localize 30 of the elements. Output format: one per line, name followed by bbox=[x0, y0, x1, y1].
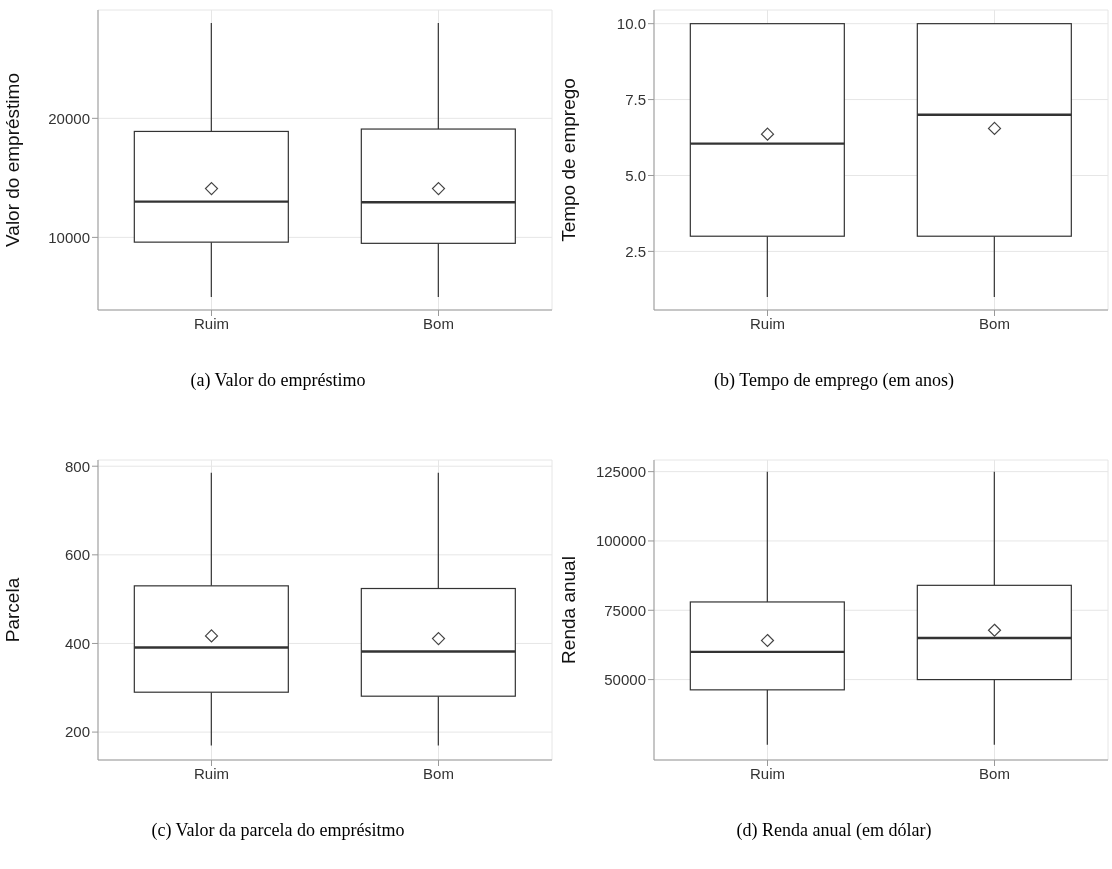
text: (a) Valor do empréstimo bbox=[189, 370, 367, 391]
x-tick-label: Bom bbox=[979, 314, 1010, 332]
y-tick-label: 5.0 bbox=[625, 166, 646, 184]
y-tick-label: 125000 bbox=[595, 462, 646, 480]
y-tick-label: 10000 bbox=[48, 228, 90, 246]
text: (c) Valor da parcela do emprésitmo bbox=[150, 820, 406, 841]
y-tick-label: 100000 bbox=[595, 532, 646, 550]
x-tick-label: Ruim bbox=[749, 764, 786, 782]
y-tick-label: 800 bbox=[64, 457, 90, 475]
y-axis-title: Valor do empréstimo bbox=[1, 73, 23, 247]
x-tick-label: Ruim bbox=[193, 764, 230, 782]
x-tick-label: Ruim bbox=[749, 314, 786, 332]
y-axis-title: Parcela bbox=[1, 577, 23, 643]
y-tick-label: 20000 bbox=[48, 109, 90, 127]
y-tick-label: 75000 bbox=[604, 601, 646, 619]
y-tick-label: 10.0 bbox=[616, 14, 646, 32]
y-tick-label: 400 bbox=[64, 634, 90, 652]
y-axis-title: Renda anual bbox=[557, 556, 579, 664]
text: (b) Tempo de emprego (em anos) bbox=[713, 370, 955, 391]
y-tick-label: 2.5 bbox=[625, 242, 646, 260]
x-tick-label: Bom bbox=[979, 764, 1010, 782]
text: (d) Renda anual (em dólar) bbox=[735, 820, 933, 841]
x-tick-label: Ruim bbox=[193, 314, 230, 332]
x-tick-label: Bom bbox=[423, 314, 454, 332]
y-tick-label: 600 bbox=[64, 546, 90, 564]
y-tick-label: 7.5 bbox=[625, 90, 646, 108]
y-tick-label: 200 bbox=[64, 723, 90, 741]
x-tick-label: Bom bbox=[423, 764, 454, 782]
y-tick-label: 50000 bbox=[604, 670, 646, 688]
y-axis-title: Tempo de emprego bbox=[557, 78, 579, 242]
